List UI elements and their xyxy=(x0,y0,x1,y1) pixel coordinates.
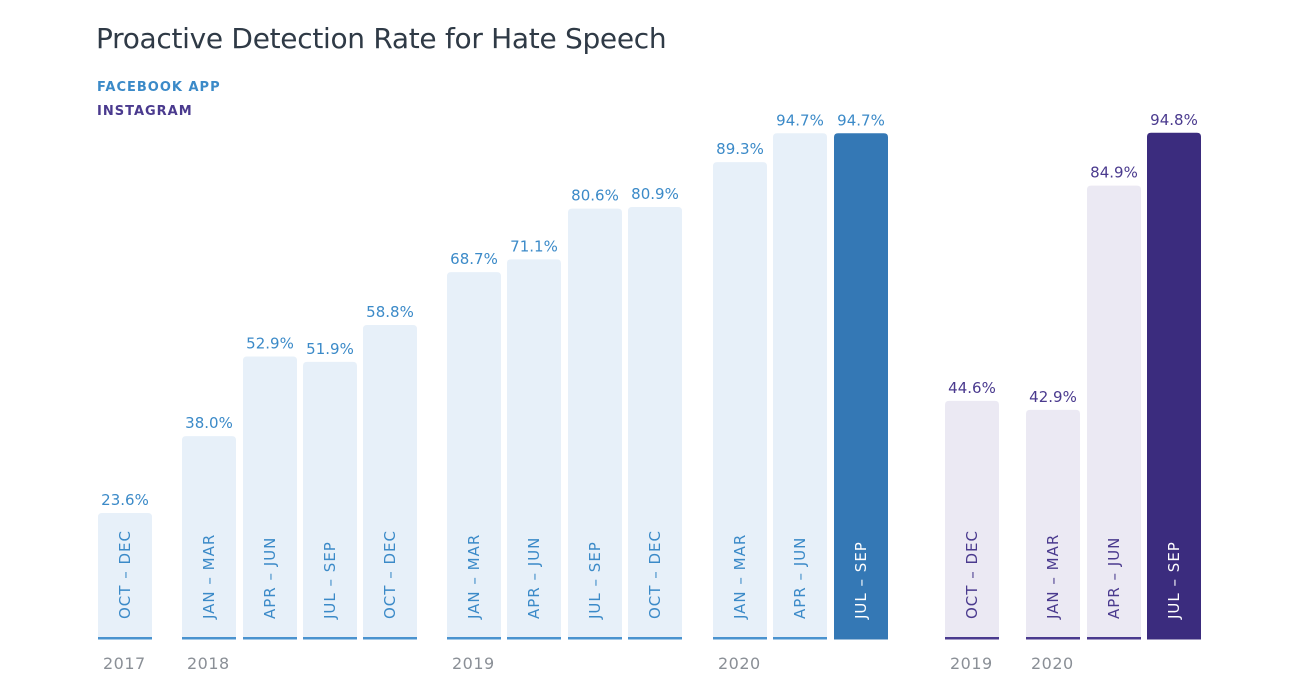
category-label-instagram-0: OCT – DEC xyxy=(963,530,981,619)
value-label-instagram-1: 42.9% xyxy=(1029,388,1077,406)
baseline-instagram-3 xyxy=(1147,637,1201,640)
baseline-facebook-2 xyxy=(243,637,297,640)
category-label-facebook-4: OCT – DEC xyxy=(381,530,399,619)
bar-facebook-3 xyxy=(303,361,357,639)
bar-facebook-8 xyxy=(628,206,682,639)
year-label-4: 2019 xyxy=(950,654,993,673)
bar-facebook-0 xyxy=(98,512,152,639)
category-label-facebook-0: OCT – DEC xyxy=(116,530,134,619)
baseline-instagram-2 xyxy=(1087,637,1141,640)
category-label-facebook-11: JUL – SEP xyxy=(852,541,870,620)
category-label-facebook-7: JUL – SEP xyxy=(586,541,604,620)
category-label-instagram-1: JAN – MAR xyxy=(1044,534,1062,620)
value-label-instagram-3: 94.8% xyxy=(1150,111,1198,129)
baseline-facebook-1 xyxy=(182,637,236,640)
bar-facebook-1 xyxy=(182,436,236,639)
baseline-facebook-3 xyxy=(303,637,357,640)
category-label-instagram-3: JUL – SEP xyxy=(1165,541,1183,620)
baseline-facebook-0 xyxy=(98,637,152,640)
bar-instagram-3 xyxy=(1147,132,1201,639)
category-label-facebook-10: APR – JUN xyxy=(791,537,809,619)
bar-instagram-0 xyxy=(945,400,999,639)
value-label-instagram-0: 44.6% xyxy=(948,379,996,397)
bar-facebook-7 xyxy=(568,208,622,639)
baseline-facebook-8 xyxy=(628,637,682,640)
year-label-5: 2020 xyxy=(1031,654,1074,673)
bar-facebook-6 xyxy=(507,259,561,639)
baseline-facebook-9 xyxy=(713,637,767,640)
value-label-facebook-9: 89.3% xyxy=(716,140,764,158)
baseline-instagram-1 xyxy=(1026,637,1080,640)
baseline-facebook-5 xyxy=(447,637,501,640)
category-label-facebook-1: JAN – MAR xyxy=(200,534,218,620)
value-label-facebook-4: 58.8% xyxy=(366,303,414,321)
value-label-facebook-3: 51.9% xyxy=(306,340,354,358)
value-label-facebook-1: 38.0% xyxy=(185,414,233,432)
category-label-instagram-2: APR – JUN xyxy=(1105,537,1123,619)
category-label-facebook-9: JAN – MAR xyxy=(731,534,749,620)
year-label-0: 2017 xyxy=(103,654,146,673)
bar-facebook-9 xyxy=(713,162,767,639)
category-label-facebook-6: APR – JUN xyxy=(525,537,543,619)
bar-facebook-5 xyxy=(447,272,501,639)
bar-facebook-4 xyxy=(363,325,417,639)
value-label-facebook-8: 80.9% xyxy=(631,185,679,203)
bar-facebook-11 xyxy=(834,133,888,639)
baseline-facebook-4 xyxy=(363,637,417,640)
value-label-facebook-0: 23.6% xyxy=(101,491,149,509)
value-label-instagram-2: 84.9% xyxy=(1090,164,1138,182)
value-label-facebook-5: 68.7% xyxy=(450,250,498,268)
category-label-facebook-2: APR – JUN xyxy=(261,537,279,619)
legend-facebook-app: FACEBOOK APP xyxy=(97,80,221,95)
year-label-1: 2018 xyxy=(187,654,230,673)
year-label-3: 2020 xyxy=(718,654,761,673)
category-label-facebook-8: OCT – DEC xyxy=(646,530,664,619)
value-label-facebook-7: 80.6% xyxy=(571,187,619,205)
legend-instagram: INSTAGRAM xyxy=(97,104,193,119)
value-label-facebook-10: 94.7% xyxy=(776,111,824,129)
chart-title: Proactive Detection Rate for Hate Speech xyxy=(96,22,667,55)
bar-instagram-1 xyxy=(1026,409,1080,639)
value-label-facebook-2: 52.9% xyxy=(246,335,294,353)
bar-instagram-2 xyxy=(1087,185,1141,639)
baseline-facebook-7 xyxy=(568,637,622,640)
baseline-instagram-0 xyxy=(945,637,999,640)
value-label-facebook-11: 94.7% xyxy=(837,111,885,129)
value-label-facebook-6: 71.1% xyxy=(510,237,558,255)
category-label-facebook-5: JAN – MAR xyxy=(465,534,483,620)
bar-facebook-10 xyxy=(773,133,827,639)
baseline-facebook-6 xyxy=(507,637,561,640)
bar-facebook-2 xyxy=(243,356,297,639)
baseline-facebook-10 xyxy=(773,637,827,640)
category-label-facebook-3: JUL – SEP xyxy=(321,541,339,620)
year-label-2: 2019 xyxy=(452,654,495,673)
baseline-facebook-11 xyxy=(834,637,888,640)
